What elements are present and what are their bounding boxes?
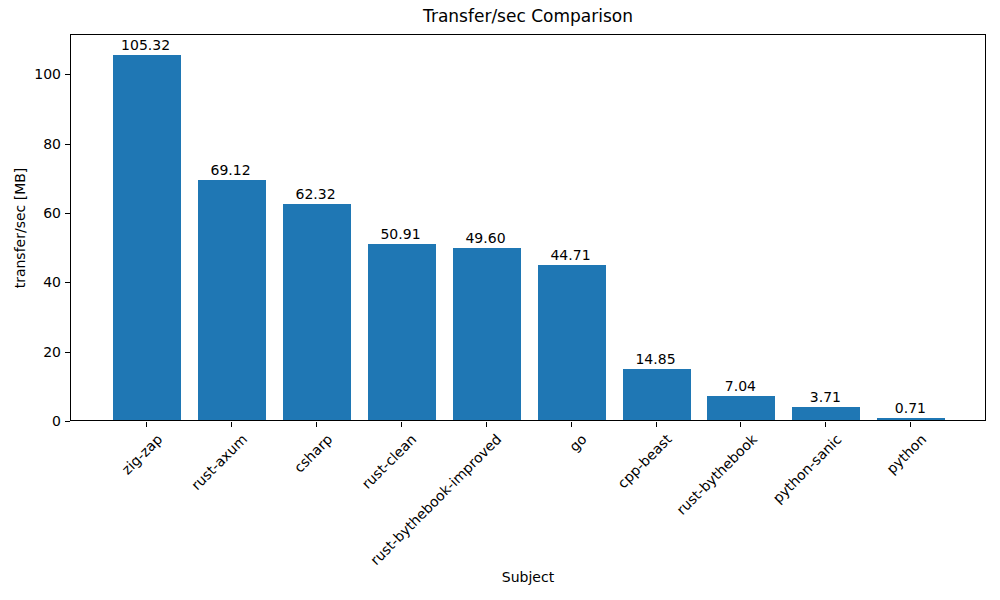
x-tick xyxy=(910,422,911,427)
bar-value-label: 3.71 xyxy=(780,388,870,406)
y-tick xyxy=(65,144,70,145)
bar-zig-zap xyxy=(113,55,181,420)
x-tick-label: cpp-beast xyxy=(614,431,674,491)
bar-rust-clean xyxy=(368,244,436,421)
bar-csharp xyxy=(283,204,351,420)
x-tick xyxy=(571,422,572,427)
x-tick-label: python xyxy=(884,431,930,477)
bar-python-sanic xyxy=(792,407,860,420)
bar-rust-axum xyxy=(198,180,266,420)
bar-value-label: 50.91 xyxy=(356,225,446,243)
bar-value-label: 0.71 xyxy=(865,399,955,417)
y-tick-label: 100 xyxy=(17,65,61,83)
y-tick xyxy=(65,421,70,422)
x-tick xyxy=(740,422,741,427)
x-tick-label: rust-bythebook xyxy=(673,431,760,518)
x-tick-label: zig-zap xyxy=(118,431,165,478)
bar-value-label: 7.04 xyxy=(695,377,785,395)
y-tick xyxy=(65,282,70,283)
bar-value-label: 49.60 xyxy=(441,229,531,247)
bar-cpp-beast xyxy=(623,369,691,421)
y-tick-label: 20 xyxy=(17,343,61,361)
bar-rust-bythebook xyxy=(707,396,775,420)
x-tick-label: python-sanic xyxy=(770,431,845,506)
x-tick-label: csharp xyxy=(290,431,335,476)
bar-value-label: 44.71 xyxy=(526,246,616,264)
x-tick xyxy=(825,422,826,427)
y-tick xyxy=(65,352,70,353)
x-tick xyxy=(486,422,487,427)
bar-python xyxy=(877,418,945,421)
x-tick-label: rust-axum xyxy=(188,431,250,493)
x-tick-label: rust-clean xyxy=(359,431,420,492)
x-tick xyxy=(146,422,147,427)
bar-value-label: 62.32 xyxy=(271,185,361,203)
y-tick-label: 80 xyxy=(17,135,61,153)
chart-title: Transfer/sec Comparison xyxy=(423,6,633,26)
bar-go xyxy=(538,265,606,420)
y-tick xyxy=(65,213,70,214)
bar-rust-bythebook-improved xyxy=(453,248,521,420)
bar-value-label: 105.32 xyxy=(101,36,191,54)
x-tick xyxy=(656,422,657,427)
y-tick-label: 40 xyxy=(17,273,61,291)
x-tick-label: go xyxy=(566,431,590,455)
bar-value-label: 14.85 xyxy=(611,350,701,368)
bar-value-label: 69.12 xyxy=(186,161,276,179)
x-tick xyxy=(231,422,232,427)
plot-area xyxy=(70,34,986,421)
y-tick-label: 0 xyxy=(17,412,61,430)
x-tick xyxy=(316,422,317,427)
y-tick xyxy=(65,74,70,75)
x-axis-label: Subject xyxy=(502,569,554,585)
y-tick-label: 60 xyxy=(17,204,61,222)
y-axis-label: transfer/sec [MB] xyxy=(12,168,28,289)
x-tick xyxy=(401,422,402,427)
bar-chart-figure: Transfer/sec Comparison transfer/sec [MB… xyxy=(0,0,1000,600)
